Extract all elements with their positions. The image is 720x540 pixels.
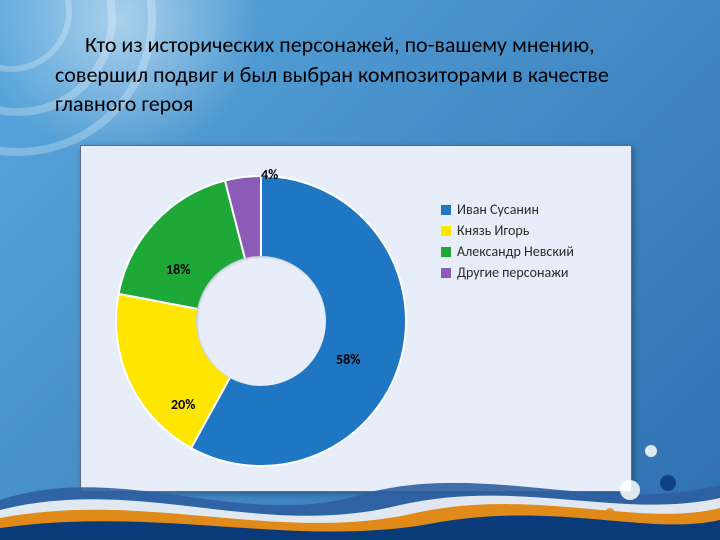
decor-bullet bbox=[645, 445, 657, 457]
slice-label-2: 18% bbox=[166, 261, 190, 278]
chart-title-text: Кто из исторических персонажей, по-вашем… bbox=[55, 30, 665, 119]
donut-chart: 58% 20% 18% 4% bbox=[111, 171, 411, 471]
decor-bullet bbox=[620, 480, 640, 500]
legend: Иван Сусанин Князь Игорь Александр Невск… bbox=[441, 201, 574, 285]
legend-swatch bbox=[441, 247, 451, 257]
legend-label: Александр Невский bbox=[457, 243, 574, 260]
legend-label: Другие персонажи bbox=[457, 264, 568, 281]
decor-wave bbox=[0, 450, 720, 540]
legend-swatch bbox=[441, 268, 451, 278]
donut-hole bbox=[196, 256, 326, 386]
decor-bullet bbox=[605, 508, 615, 518]
legend-item: Иван Сусанин bbox=[441, 201, 574, 218]
chart-panel: 58% 20% 18% 4% Иван Сусанин Князь Игорь … bbox=[80, 145, 632, 492]
legend-item: Князь Игорь bbox=[441, 222, 574, 239]
legend-label: Иван Сусанин bbox=[457, 201, 539, 218]
legend-label: Князь Игорь bbox=[457, 222, 529, 239]
legend-swatch bbox=[441, 226, 451, 236]
slice-label-0: 58% bbox=[336, 351, 360, 368]
legend-item: Другие персонажи bbox=[441, 264, 574, 281]
chart-title: Кто из исторических персонажей, по-вашем… bbox=[55, 30, 665, 119]
slice-label-1: 20% bbox=[171, 396, 195, 413]
legend-item: Александр Невский bbox=[441, 243, 574, 260]
decor-bullet bbox=[660, 475, 676, 491]
slice-label-3: 4% bbox=[261, 166, 278, 183]
legend-swatch bbox=[441, 205, 451, 215]
slide-root: Кто из исторических персонажей, по-вашем… bbox=[0, 0, 720, 540]
